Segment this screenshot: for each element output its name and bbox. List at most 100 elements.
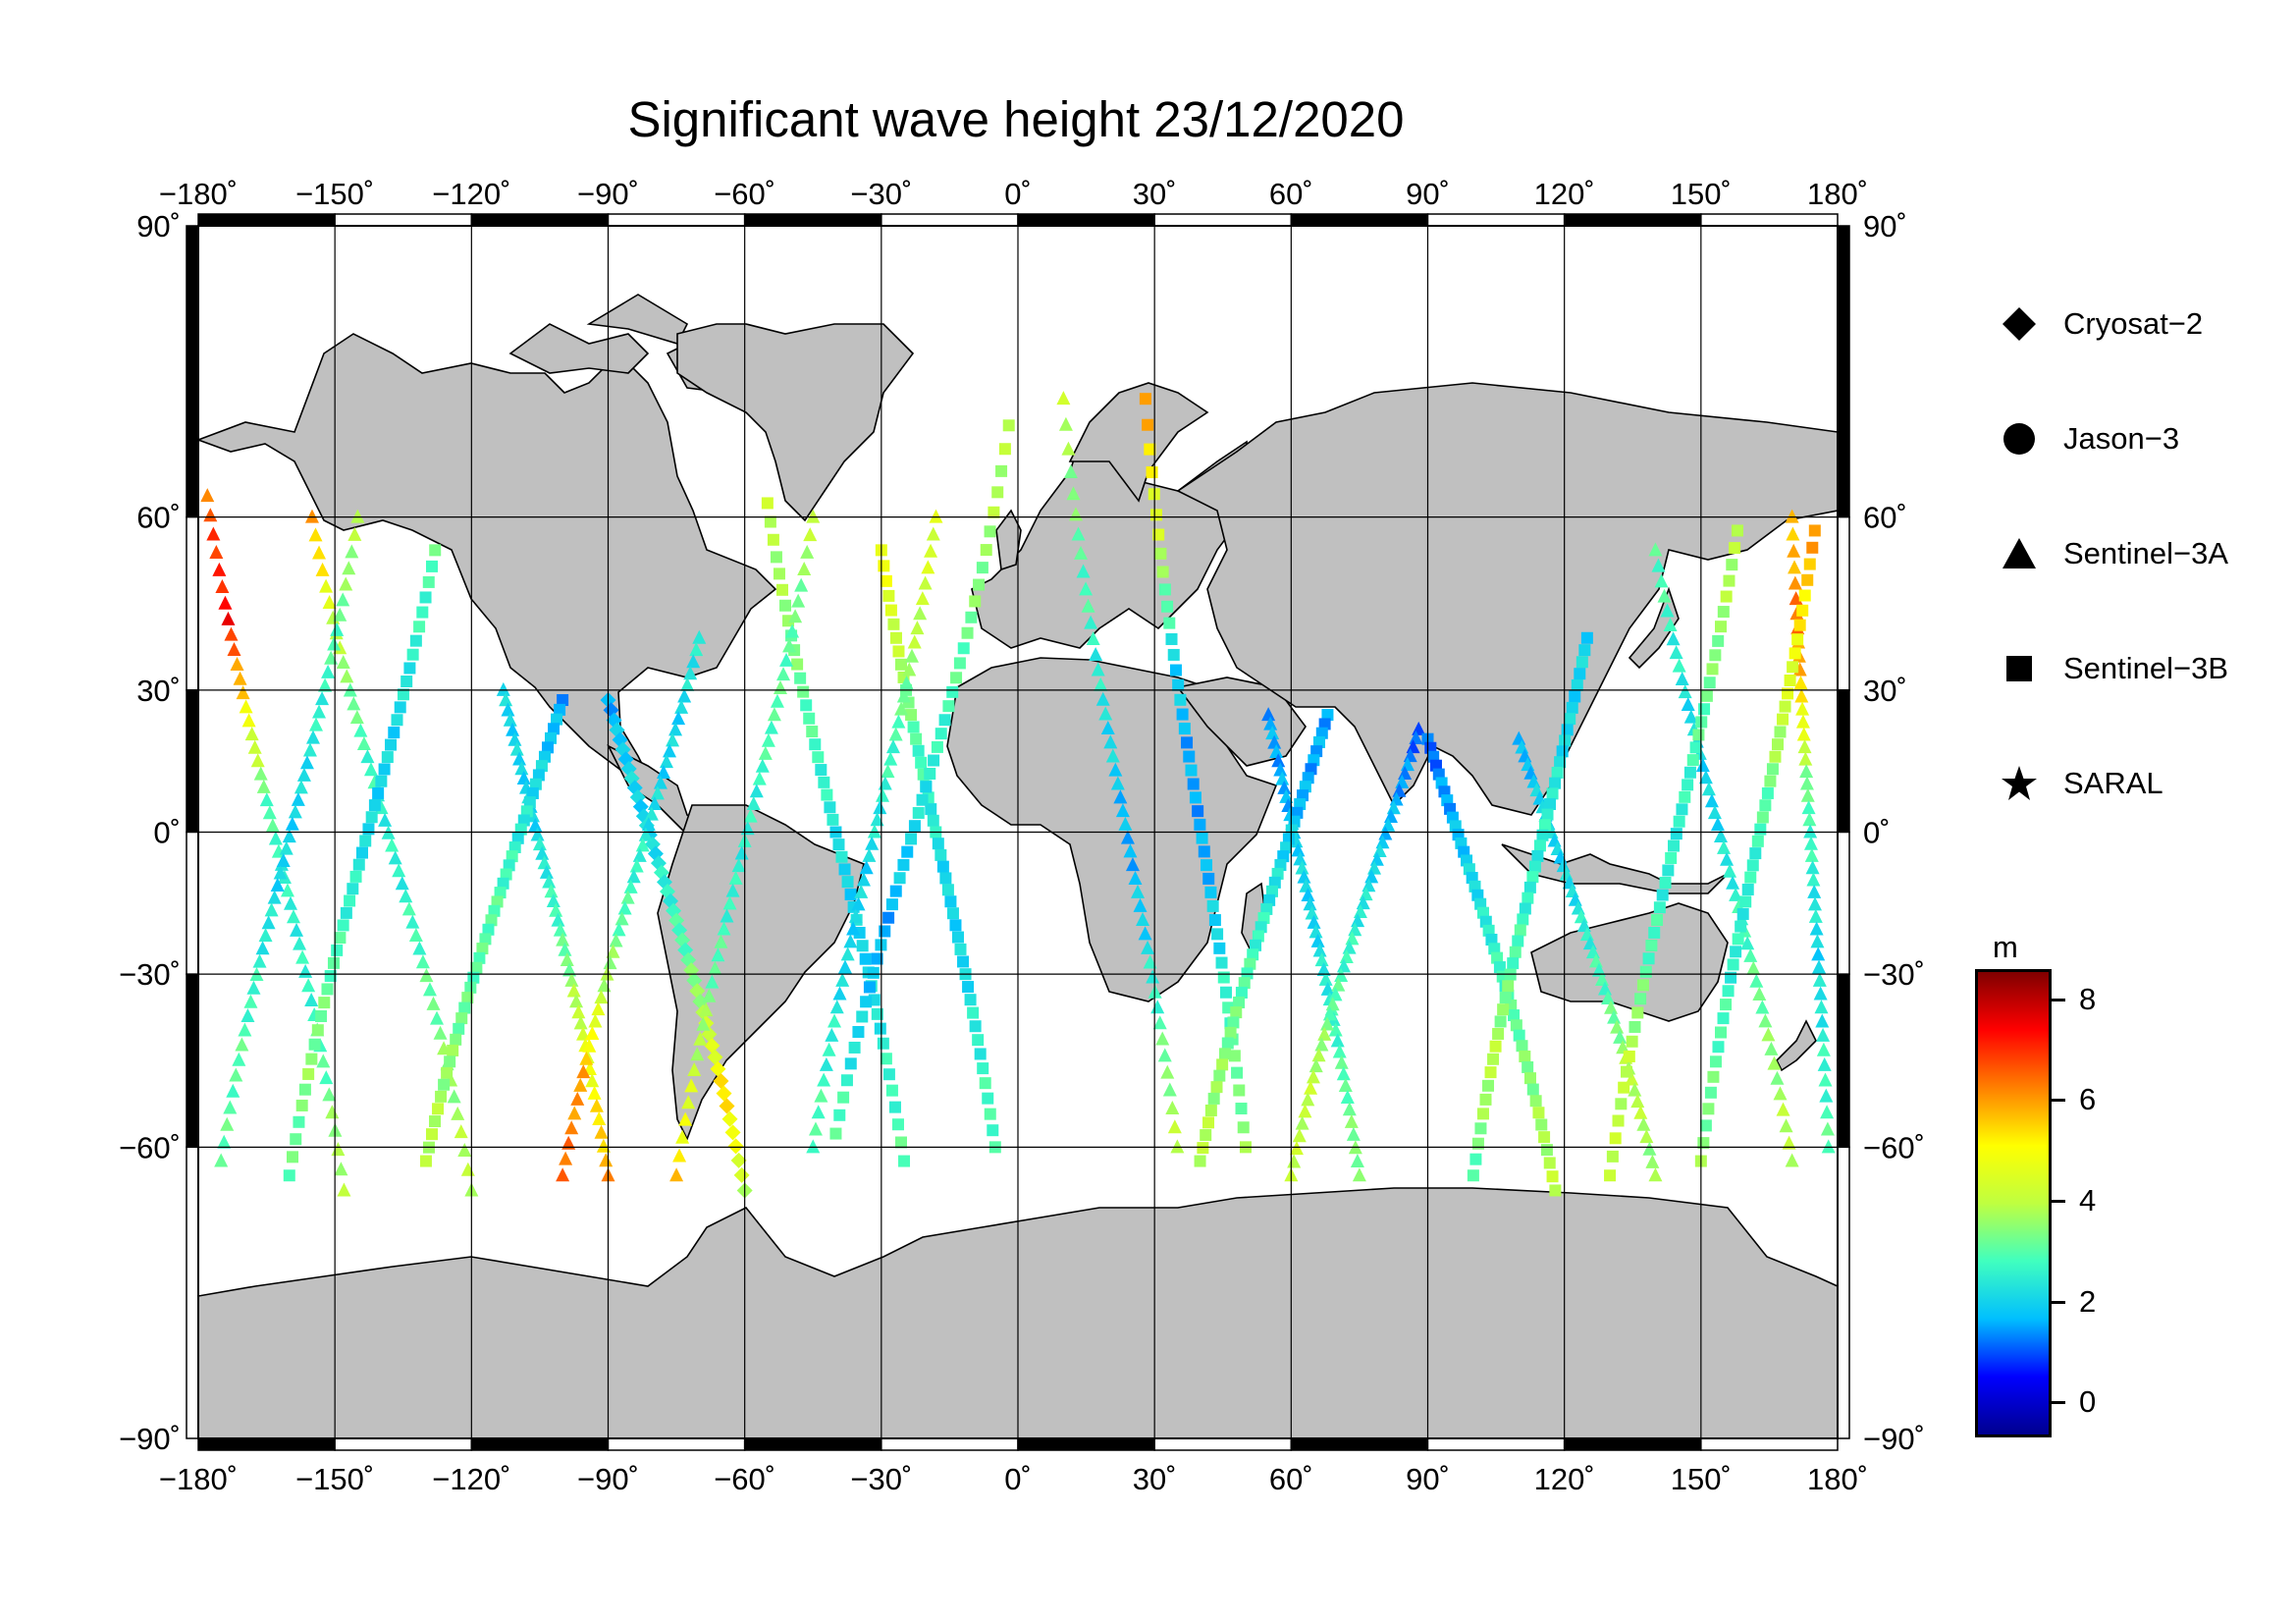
swh-point: [325, 1105, 340, 1119]
swh-point: [1312, 943, 1327, 957]
swh-point: [1136, 912, 1150, 927]
swh-point: [929, 509, 943, 523]
swh-point: [606, 944, 620, 958]
swh-point: [1669, 645, 1683, 660]
swh-point: [716, 1085, 732, 1102]
swh-point: [363, 762, 378, 777]
swh-point: [1307, 914, 1321, 929]
swh-point: [1320, 1016, 1335, 1031]
swh-point: [1645, 940, 1658, 952]
swh-point: [1578, 644, 1591, 657]
swh-point: [1665, 851, 1678, 864]
frame-segment-top: [1153, 213, 1293, 227]
swh-point: [548, 723, 561, 735]
swh-point: [824, 801, 836, 814]
swh-point: [814, 1088, 828, 1103]
swh-point: [686, 654, 701, 669]
lon-tick-label-top: −90˚: [577, 177, 639, 211]
swh-point: [350, 509, 365, 523]
swh-point: [1612, 1114, 1625, 1127]
swh-point: [1707, 805, 1722, 820]
swh-point: [758, 745, 773, 760]
swh-point: [1797, 739, 1812, 754]
swh-point: [1651, 914, 1664, 927]
swh-point: [927, 814, 939, 827]
swh-point: [603, 955, 617, 970]
swh-point: [1820, 1121, 1835, 1136]
swh-point: [247, 739, 262, 754]
swh-point: [585, 1025, 600, 1040]
swh-point: [705, 974, 720, 989]
swh-point: [596, 1138, 611, 1153]
swh-point: [1707, 1070, 1720, 1083]
swh-point: [797, 562, 812, 576]
swh-point: [827, 813, 839, 826]
swh-point: [378, 812, 393, 827]
swh-point: [1569, 690, 1581, 703]
swh-point: [749, 784, 764, 798]
swh-point: [888, 1101, 901, 1113]
swh-point: [1157, 1048, 1172, 1062]
swh-point: [1607, 1009, 1622, 1024]
swh-point: [1345, 931, 1360, 946]
swh-point: [476, 943, 489, 955]
swh-point: [1152, 528, 1165, 541]
swh-point: [1507, 957, 1520, 970]
swh-point: [321, 983, 334, 996]
frame-segment-bottom: [334, 1437, 473, 1451]
lon-tick-label-top: 60˚: [1269, 177, 1313, 211]
swh-point: [987, 1124, 999, 1137]
swh-point: [1215, 956, 1228, 969]
swh-point: [1198, 845, 1210, 858]
swh-point: [1806, 541, 1819, 554]
swh-point: [1631, 1006, 1644, 1019]
swh-point: [941, 884, 954, 896]
swh-point: [832, 839, 845, 851]
lon-tick-label-bottom: −120˚: [432, 1462, 510, 1496]
swh-point: [226, 1083, 240, 1098]
swh-point: [623, 879, 638, 893]
swh-point: [301, 978, 316, 993]
swh-point: [1761, 786, 1774, 799]
swh-point: [915, 756, 928, 769]
swh-point: [821, 788, 833, 801]
swh-point: [1736, 907, 1749, 920]
swh-point: [672, 1148, 687, 1163]
swh-point: [609, 933, 623, 947]
swh-point: [409, 634, 422, 647]
swh-point: [969, 1020, 982, 1033]
swh-point: [620, 890, 635, 904]
swh-point: [1789, 647, 1801, 660]
swh-point: [1125, 857, 1140, 872]
swh-point: [773, 568, 785, 580]
swh-point: [1141, 940, 1155, 954]
swh-point: [1700, 689, 1713, 702]
swh-point: [880, 574, 892, 587]
swh-point: [385, 738, 398, 751]
swh-point: [1152, 1015, 1167, 1030]
swh-point: [506, 850, 518, 863]
swh-point: [767, 707, 781, 722]
swh-point: [1771, 738, 1784, 751]
swh-point: [1231, 1066, 1244, 1079]
swh-point: [1271, 753, 1286, 768]
swh-point: [898, 1155, 911, 1167]
swh-point: [311, 1024, 324, 1037]
swh-point: [1740, 936, 1755, 950]
swh-point: [1795, 701, 1810, 716]
swh-point: [873, 800, 887, 815]
lon-tick-label-bottom: −30˚: [850, 1462, 912, 1496]
swh-point: [1340, 1089, 1355, 1104]
lat-tick-label-right: 0˚: [1863, 816, 1891, 850]
swh-point: [969, 595, 982, 608]
swh-point: [1519, 1050, 1531, 1062]
swh-point: [1100, 721, 1115, 735]
swh-point: [644, 806, 659, 821]
swh-point: [806, 1139, 821, 1154]
swh-point: [1230, 1006, 1243, 1019]
swh-point: [1648, 926, 1661, 939]
swh-point: [1265, 885, 1278, 897]
swh-point: [1295, 1115, 1309, 1130]
swh-point: [846, 921, 861, 936]
swh-point: [1257, 912, 1270, 925]
